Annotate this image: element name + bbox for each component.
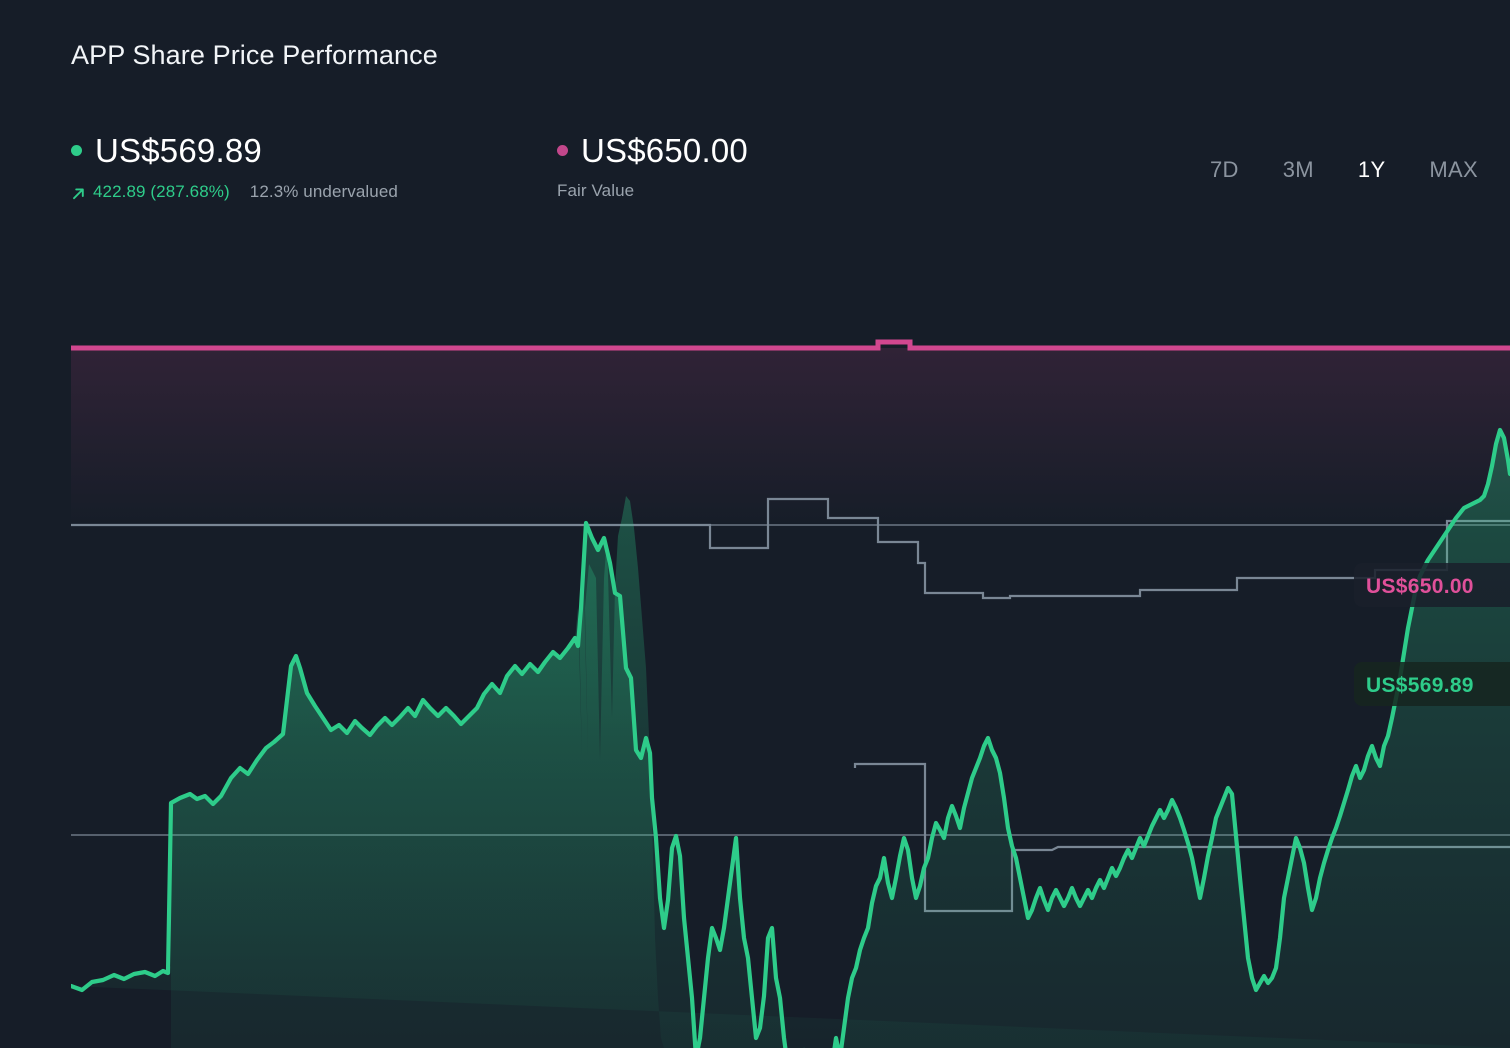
analyst-target-step-line: [71, 497, 1510, 600]
price-badge-label: US$569.89: [1366, 674, 1474, 697]
current-price-main: US$569.89: [71, 128, 398, 172]
price-badge: US$569.89: [1354, 662, 1510, 706]
valuation-text: 12.3% undervalued: [249, 182, 398, 201]
fair-value-badge: US$650.00: [1354, 563, 1510, 607]
current-price-sub: 422.89 (287.68%) 12.3% undervalued: [71, 181, 398, 203]
range-button-7d[interactable]: 7D: [1188, 153, 1261, 187]
dot-marker-fair-value-icon: [557, 144, 568, 156]
range-button-3m[interactable]: 3M: [1261, 153, 1336, 187]
fair-value-value: US$650.00: [581, 131, 748, 169]
time-range-selector[interactable]: 7D 3M 1Y MAX: [1188, 153, 1500, 187]
price-chart[interactable]: US$650.00 US$569.89: [0, 238, 1510, 1048]
arrow-up-right-icon: [71, 185, 86, 202]
price-area-fill-main: [171, 430, 1510, 1048]
fair-value-main: US$650.00: [557, 128, 748, 172]
fair-value-badge-label: US$650.00: [1366, 575, 1474, 598]
fair-value-block: US$650.00 Fair Value: [557, 128, 748, 203]
price-line: [71, 427, 1510, 1048]
stats-row: US$569.89 422.89 (287.68%) 12.3% underva…: [71, 128, 1441, 220]
dot-marker-price-icon: [71, 144, 82, 156]
current-price-block: US$569.89 422.89 (287.68%) 12.3% underva…: [71, 128, 398, 203]
current-price-value: US$569.89: [95, 131, 262, 169]
range-button-max[interactable]: MAX: [1407, 153, 1500, 187]
fair-value-caption: Fair Value: [557, 181, 635, 200]
fair-value-line: [71, 339, 1510, 351]
fair-value-band: [71, 348, 1510, 526]
range-button-1y[interactable]: 1Y: [1336, 153, 1408, 187]
price-change-text: 422.89 (287.68%): [93, 182, 230, 201]
price-chart-svg: US$650.00 US$569.89: [71, 339, 1510, 1048]
page-title: APP Share Price Performance: [71, 40, 438, 70]
fair-value-badge-bg: [1354, 563, 1510, 607]
price-badge-bg: [1354, 662, 1510, 706]
